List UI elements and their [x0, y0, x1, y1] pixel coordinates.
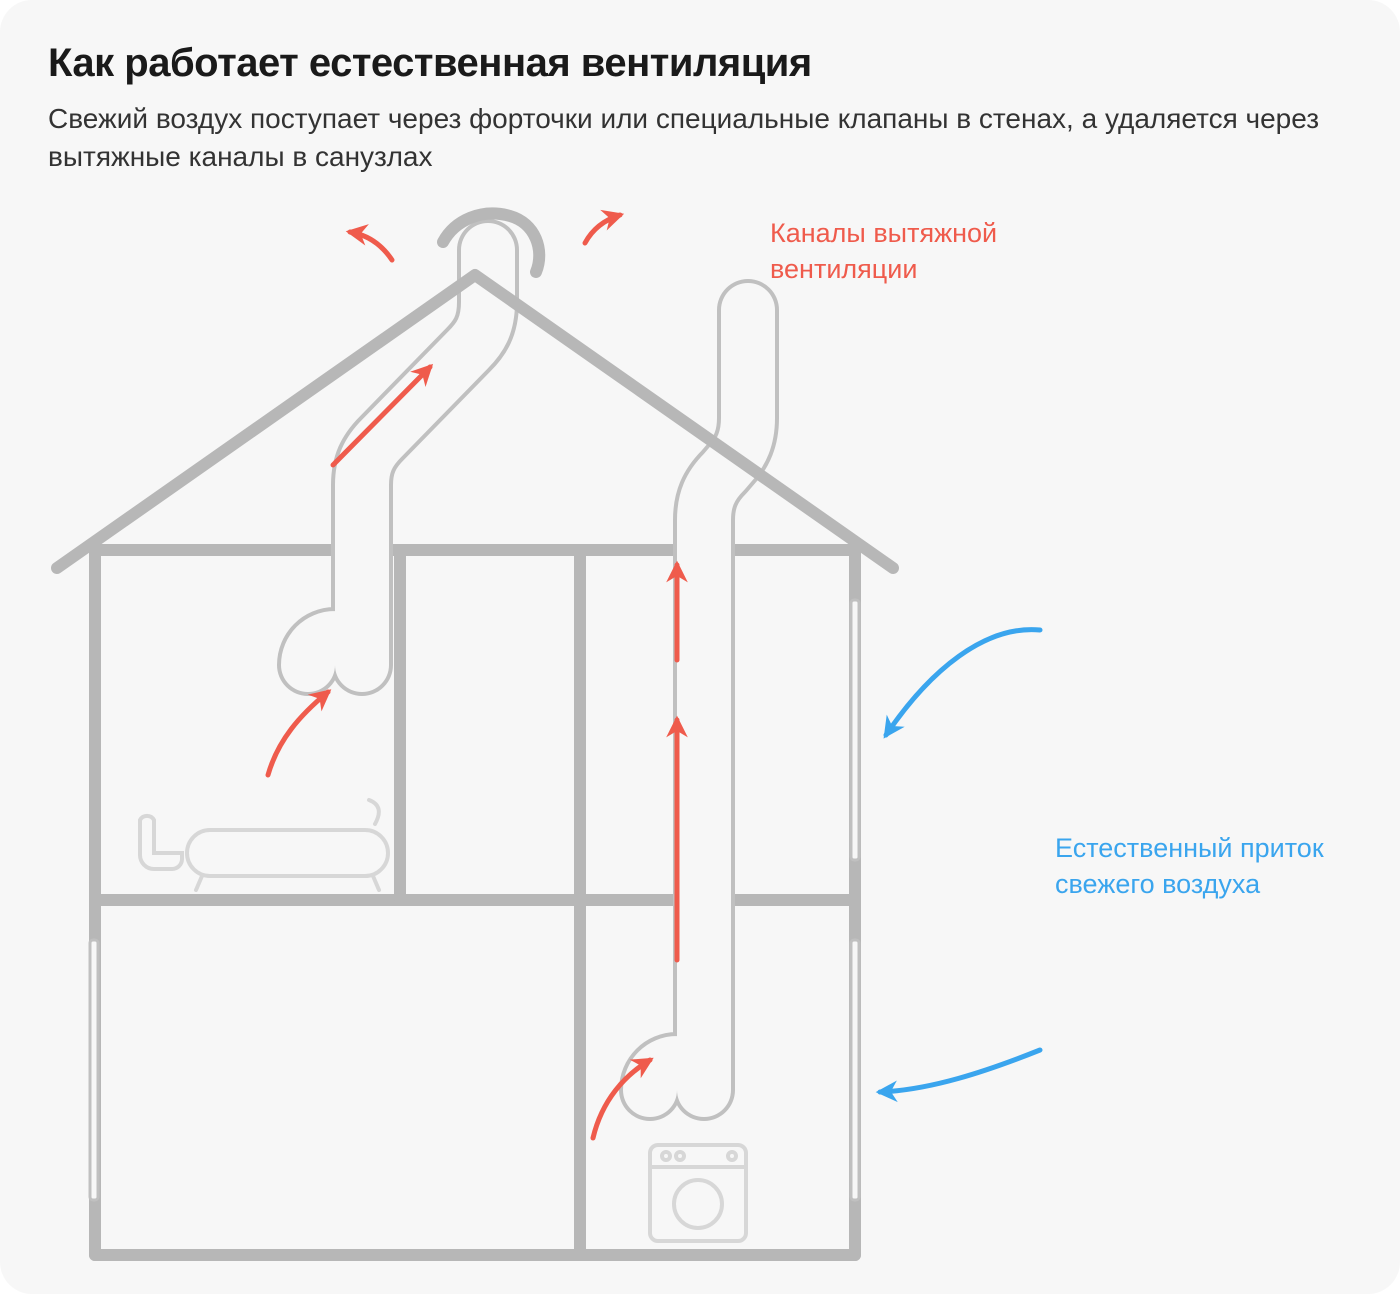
card-title: Как работает естественная вентиляция — [48, 40, 1352, 86]
diagram: Каналы вытяжной вентиляции Естественный … — [0, 180, 1400, 1294]
infographic-card: Как работает естественная вентиляция Све… — [0, 0, 1400, 1294]
house-diagram-svg — [0, 180, 1400, 1294]
card-subtitle: Свежий воздух поступает через форточки и… — [48, 100, 1328, 176]
inlet-label-line1: Естественный приток — [1055, 833, 1324, 863]
exhaust-label-line1: Каналы вытяжной — [770, 218, 997, 248]
inlet-label: Естественный приток свежего воздуха — [1055, 830, 1324, 903]
inlet-label-line2: свежего воздуха — [1055, 869, 1260, 899]
exhaust-label-line2: вентиляции — [770, 254, 917, 284]
exhaust-label: Каналы вытяжной вентиляции — [770, 215, 997, 288]
